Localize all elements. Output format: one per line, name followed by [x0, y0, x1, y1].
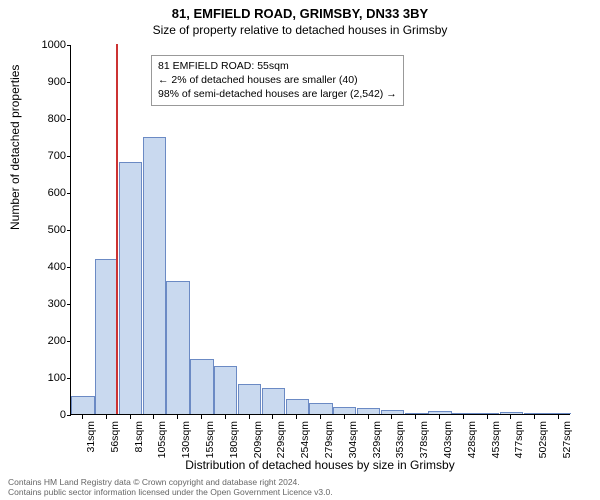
x-tick-mark: [534, 415, 535, 419]
x-tick-label: 229sqm: [275, 421, 287, 458]
x-tick-label: 81sqm: [133, 421, 145, 453]
footer-line-2: Contains public sector information licen…: [8, 488, 333, 498]
x-tick-mark: [82, 415, 83, 419]
y-tick-label: 500: [31, 224, 66, 236]
histogram-bar: [262, 388, 285, 414]
histogram-bar: [333, 407, 356, 414]
y-tick-label: 0: [31, 409, 66, 421]
x-tick-label: 403sqm: [442, 421, 454, 458]
x-tick-label: 56sqm: [109, 421, 121, 453]
histogram-bar: [428, 411, 451, 414]
y-axis-label: Number of detached properties: [8, 65, 22, 230]
histogram-bar: [95, 259, 118, 414]
page-title-sub: Size of property relative to detached ho…: [0, 21, 600, 37]
x-tick-label: 209sqm: [252, 421, 264, 458]
x-tick-label: 31sqm: [85, 421, 97, 453]
x-tick-mark: [439, 415, 440, 419]
reference-line: [116, 44, 118, 414]
x-tick-mark: [153, 415, 154, 419]
histogram-bar: [71, 396, 94, 415]
y-tick-label: 700: [31, 150, 66, 162]
x-tick-mark: [510, 415, 511, 419]
x-tick-label: 527sqm: [561, 421, 573, 458]
x-tick-mark: [177, 415, 178, 419]
annotation-line: 98% of semi-detached houses are larger (…: [158, 87, 397, 101]
x-tick-mark: [558, 415, 559, 419]
chart-area: 01002003004005006007008009001000 81 EMFI…: [70, 45, 570, 415]
x-tick-label: 502sqm: [537, 421, 549, 458]
x-tick-mark: [463, 415, 464, 419]
histogram-bar: [238, 384, 261, 414]
x-tick-mark: [106, 415, 107, 419]
histogram-bar: [309, 403, 332, 414]
x-tick-label: 279sqm: [323, 421, 335, 458]
annotation-line: ← 2% of detached houses are smaller (40): [158, 73, 397, 87]
annotation-box: 81 EMFIELD ROAD: 55sqm← 2% of detached h…: [151, 55, 404, 106]
histogram-bar: [214, 366, 237, 414]
y-tick-mark: [67, 267, 71, 268]
histogram-bar: [357, 408, 380, 414]
x-tick-label: 329sqm: [371, 421, 383, 458]
histogram-bar: [381, 410, 404, 414]
y-tick-mark: [67, 378, 71, 379]
x-tick-label: 353sqm: [394, 421, 406, 458]
y-tick-mark: [67, 193, 71, 194]
x-tick-label: 304sqm: [347, 421, 359, 458]
x-tick-mark: [201, 415, 202, 419]
x-tick-mark: [296, 415, 297, 419]
x-tick-mark: [415, 415, 416, 419]
x-tick-label: 453sqm: [490, 421, 502, 458]
annotation-line: 81 EMFIELD ROAD: 55sqm: [158, 59, 397, 73]
histogram-bar: [286, 399, 309, 414]
y-tick-label: 900: [31, 76, 66, 88]
x-tick-mark: [225, 415, 226, 419]
y-tick-label: 600: [31, 187, 66, 199]
y-tick-mark: [67, 82, 71, 83]
histogram-bar: [476, 413, 499, 414]
x-tick-mark: [320, 415, 321, 419]
y-tick-label: 400: [31, 261, 66, 273]
y-tick-label: 100: [31, 372, 66, 384]
histogram-bar: [190, 359, 213, 415]
y-tick-label: 300: [31, 298, 66, 310]
histogram-bar: [547, 413, 570, 414]
x-tick-label: 477sqm: [513, 421, 525, 458]
y-tick-mark: [67, 341, 71, 342]
y-tick-label: 1000: [31, 39, 66, 51]
histogram-bar: [166, 281, 189, 414]
x-tick-mark: [391, 415, 392, 419]
x-tick-mark: [272, 415, 273, 419]
x-tick-mark: [130, 415, 131, 419]
x-tick-mark: [368, 415, 369, 419]
y-tick-mark: [67, 45, 71, 46]
x-tick-label: 254sqm: [299, 421, 311, 458]
x-tick-mark: [344, 415, 345, 419]
y-tick-mark: [67, 230, 71, 231]
x-tick-label: 130sqm: [180, 421, 192, 458]
y-tick-mark: [67, 304, 71, 305]
histogram-bar: [119, 162, 142, 414]
y-tick-mark: [67, 156, 71, 157]
x-tick-label: 428sqm: [466, 421, 478, 458]
y-tick-label: 800: [31, 113, 66, 125]
y-tick-mark: [67, 119, 71, 120]
plot-region: 01002003004005006007008009001000 81 EMFI…: [70, 45, 570, 415]
x-tick-label: 105sqm: [156, 421, 168, 458]
histogram-bar: [524, 413, 547, 414]
x-tick-label: 378sqm: [418, 421, 430, 458]
x-axis-label: Distribution of detached houses by size …: [70, 458, 570, 472]
footer-attribution: Contains HM Land Registry data © Crown c…: [8, 478, 333, 498]
x-tick-label: 155sqm: [204, 421, 216, 458]
histogram-bar: [452, 413, 475, 414]
y-tick-label: 200: [31, 335, 66, 347]
histogram-bar: [405, 413, 428, 414]
histogram-bar: [500, 412, 523, 414]
histogram-bar: [143, 137, 166, 415]
x-tick-mark: [249, 415, 250, 419]
page-title-main: 81, EMFIELD ROAD, GRIMSBY, DN33 3BY: [0, 0, 600, 21]
x-tick-mark: [487, 415, 488, 419]
x-tick-label: 180sqm: [228, 421, 240, 458]
